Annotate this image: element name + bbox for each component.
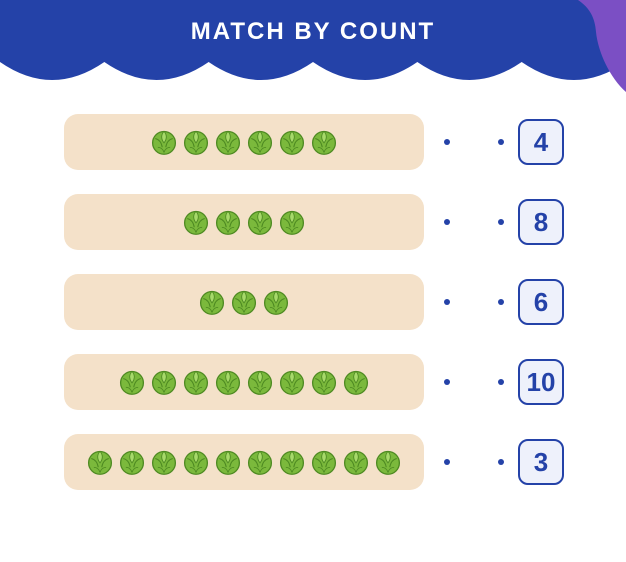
connector-dot-right [498,299,504,305]
number-box[interactable]: 6 [518,279,564,325]
cabbage-icon [278,208,306,236]
worksheet-page: MATCH BY COUNT [0,0,626,562]
match-row: 8 [64,192,582,252]
count-pill[interactable] [64,194,424,250]
cabbage-icon [150,128,178,156]
cabbage-icon [246,368,274,396]
cabbage-icon [310,128,338,156]
count-pill[interactable] [64,354,424,410]
number-box[interactable]: 3 [518,439,564,485]
cabbage-icon [214,128,242,156]
number-box[interactable]: 4 [518,119,564,165]
count-pill[interactable] [64,274,424,330]
connector-dot-left [444,139,450,145]
content-area: 4 8 [0,112,626,512]
cabbage-icon [118,448,146,476]
match-row: 10 [64,352,582,412]
cabbage-icon [262,288,290,316]
cabbage-icon [86,448,114,476]
cabbage-icon [150,448,178,476]
number-box[interactable]: 8 [518,199,564,245]
header-wave-svg [0,0,626,110]
cabbage-icon [310,368,338,396]
connector-dot-left [444,459,450,465]
cabbage-icon [246,128,274,156]
cabbage-icon [182,208,210,236]
cabbage-icon [182,448,210,476]
cabbage-icon [182,368,210,396]
cabbage-icon [342,448,370,476]
number-box[interactable]: 10 [518,359,564,405]
cabbage-icon [310,448,338,476]
connector-dot-right [498,459,504,465]
match-row: 4 [64,112,582,172]
match-row: 3 [64,432,582,492]
match-row: 6 [64,272,582,332]
cabbage-icon [342,368,370,396]
cabbage-icon [198,288,226,316]
cabbage-icon [150,368,178,396]
cabbage-icon [118,368,146,396]
connector-dot-left [444,299,450,305]
count-pill[interactable] [64,434,424,490]
cabbage-icon [214,448,242,476]
connector-dot-right [498,139,504,145]
connector-dot-right [498,219,504,225]
cabbage-icon [230,288,258,316]
connector-dot-right [498,379,504,385]
cabbage-icon [278,368,306,396]
cabbage-icon [278,448,306,476]
cabbage-icon [246,208,274,236]
count-pill[interactable] [64,114,424,170]
cabbage-icon [246,448,274,476]
connector-dot-left [444,219,450,225]
connector-dot-left [444,379,450,385]
cabbage-icon [278,128,306,156]
cabbage-icon [214,208,242,236]
page-title: MATCH BY COUNT [0,18,626,46]
cabbage-icon [182,128,210,156]
header-banner: MATCH BY COUNT [0,0,626,90]
cabbage-icon [214,368,242,396]
cabbage-icon [374,448,402,476]
